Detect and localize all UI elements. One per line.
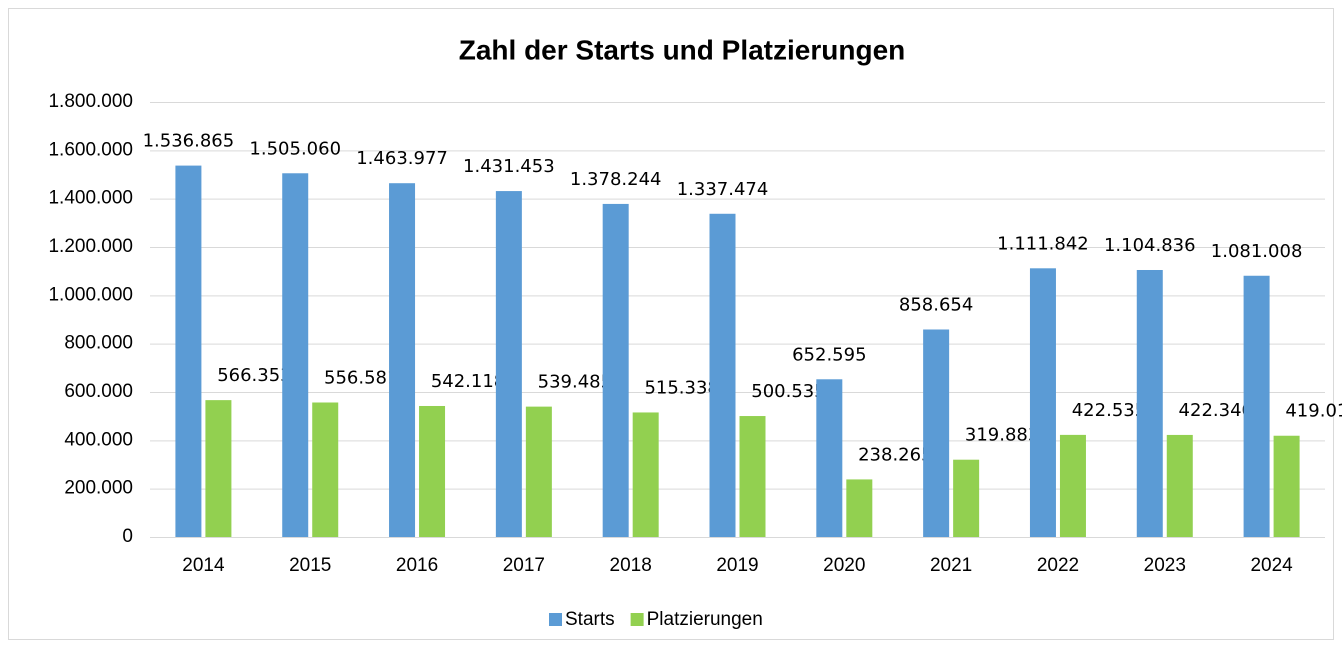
x-tick-label: 2022 (1037, 555, 1079, 576)
x-tick-label: 2020 (823, 555, 865, 576)
bar (709, 213, 736, 538)
bar (389, 183, 416, 537)
y-tick-label: 1.200.000 (48, 236, 133, 257)
bar (1136, 269, 1163, 537)
bar (632, 412, 659, 537)
y-tick-label: 1.800.000 (48, 91, 133, 112)
x-tick-label: 2019 (716, 555, 758, 576)
bar (495, 191, 522, 537)
value-label: 1.378.244 (570, 169, 662, 190)
x-tick-label: 2014 (182, 555, 225, 576)
y-tick-label: 1.000.000 (48, 284, 133, 305)
bar (1166, 434, 1193, 537)
bar (1243, 275, 1270, 537)
y-tick-label: 400.000 (64, 429, 133, 450)
value-label: 1.536.865 (143, 131, 235, 152)
value-label: 1.463.977 (356, 148, 448, 169)
value-label: 652.595 (792, 344, 866, 365)
value-label: 1.111.842 (997, 233, 1089, 254)
bar (1029, 268, 1056, 537)
value-label: 1.081.008 (1211, 241, 1303, 262)
value-label: 319.883 (965, 425, 1039, 446)
bar (953, 459, 980, 537)
bar (846, 479, 873, 537)
x-tick-label: 2017 (503, 555, 545, 576)
value-label: 1.337.474 (677, 179, 769, 200)
legend-swatch (630, 613, 644, 626)
value-label: 500.535 (751, 381, 825, 402)
y-tick-label: 0 (122, 526, 133, 547)
bar (816, 379, 843, 537)
x-tick-label: 2016 (396, 555, 438, 576)
x-tick-label: 2024 (1250, 555, 1293, 576)
value-label: 419.011 (1285, 401, 1342, 422)
value-label: 566.353 (217, 365, 291, 386)
value-label: 1.505.060 (249, 138, 341, 159)
bar (175, 165, 202, 538)
value-label: 539.485 (538, 372, 612, 393)
bar (602, 203, 629, 537)
bar (525, 406, 552, 537)
legend-swatch (549, 613, 562, 626)
x-tick-label: 2018 (610, 555, 652, 576)
legend-label: Platzierungen (647, 609, 763, 630)
value-label: 422.340 (1179, 400, 1253, 421)
x-tick-label: 2023 (1144, 555, 1186, 576)
chart-title: Zahl der Starts und Platzierungen (459, 34, 906, 65)
y-tick-label: 1.600.000 (48, 139, 133, 160)
value-label: 1.431.453 (463, 156, 555, 177)
value-label: 1.104.836 (1104, 235, 1196, 256)
value-label: 515.338 (644, 377, 718, 398)
bar (1273, 435, 1300, 537)
bar (419, 405, 446, 537)
bar (923, 329, 950, 537)
value-label: 238.265 (858, 444, 932, 465)
bar (205, 400, 232, 537)
bar (312, 402, 339, 537)
value-label: 422.535 (1072, 400, 1146, 421)
y-tick-label: 1.400.000 (48, 188, 133, 209)
legend-label: Starts (565, 609, 615, 630)
value-label: 542.118 (431, 371, 505, 392)
bar (282, 173, 309, 537)
y-tick-label: 600.000 (64, 381, 133, 402)
y-tick-label: 800.000 (64, 333, 133, 354)
value-label: 858.654 (899, 294, 973, 315)
x-tick-label: 2015 (289, 555, 331, 576)
value-label: 556.581 (324, 367, 398, 388)
bar (739, 416, 766, 537)
chart-border (8, 8, 1334, 640)
bar (1059, 434, 1086, 537)
y-tick-label: 200.000 (64, 478, 133, 499)
x-tick-label: 2021 (930, 555, 972, 576)
